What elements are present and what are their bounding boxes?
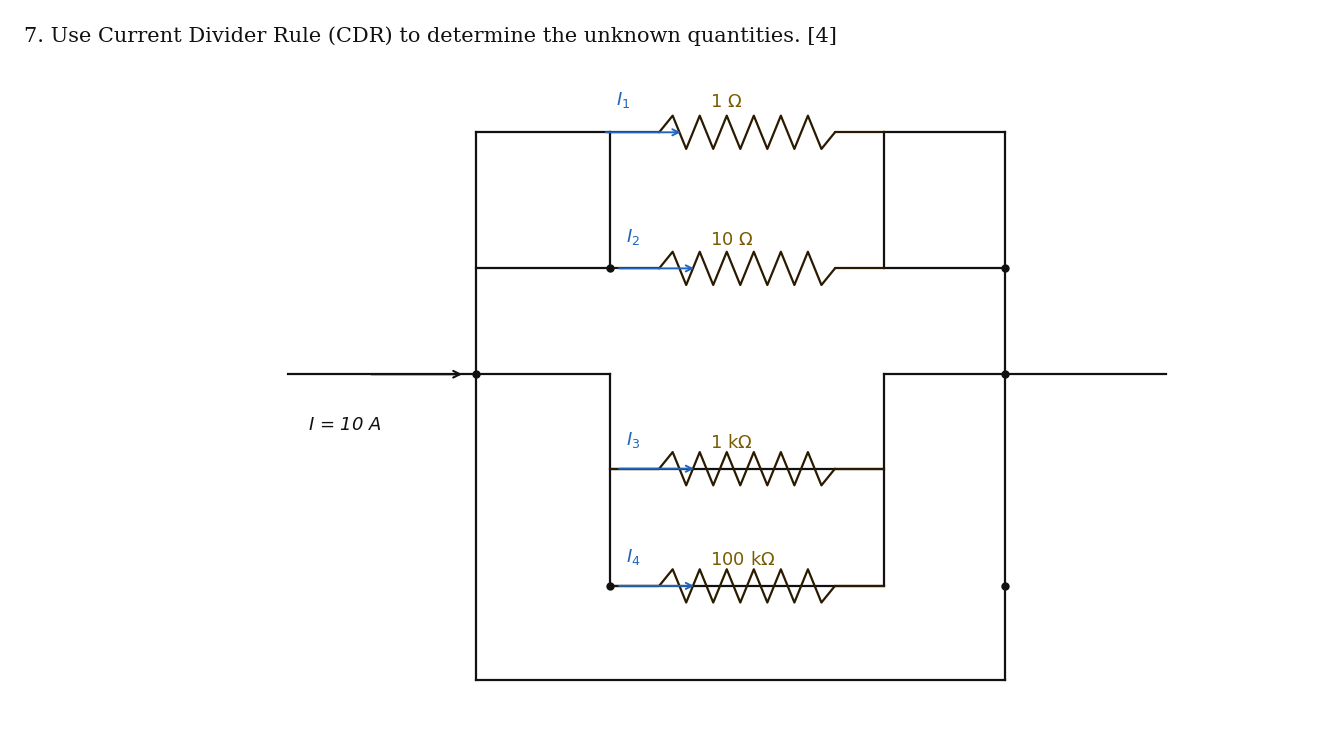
Text: 100 k$\Omega$: 100 k$\Omega$ — [710, 551, 776, 569]
Text: $I_2$: $I_2$ — [626, 228, 639, 247]
Text: $I_3$: $I_3$ — [626, 430, 641, 450]
Text: $I_1$: $I_1$ — [616, 90, 631, 110]
Text: 7. Use Current Divider Rule (CDR) to determine the unknown quantities. [4]: 7. Use Current Divider Rule (CDR) to det… — [24, 26, 838, 46]
Text: $I_4$: $I_4$ — [626, 547, 641, 567]
Text: 1 k$\Omega$: 1 k$\Omega$ — [710, 434, 753, 452]
Text: 10 $\Omega$: 10 $\Omega$ — [710, 231, 754, 249]
Text: 1 $\Omega$: 1 $\Omega$ — [710, 93, 742, 111]
Text: $I$ = 10 A: $I$ = 10 A — [308, 416, 382, 434]
